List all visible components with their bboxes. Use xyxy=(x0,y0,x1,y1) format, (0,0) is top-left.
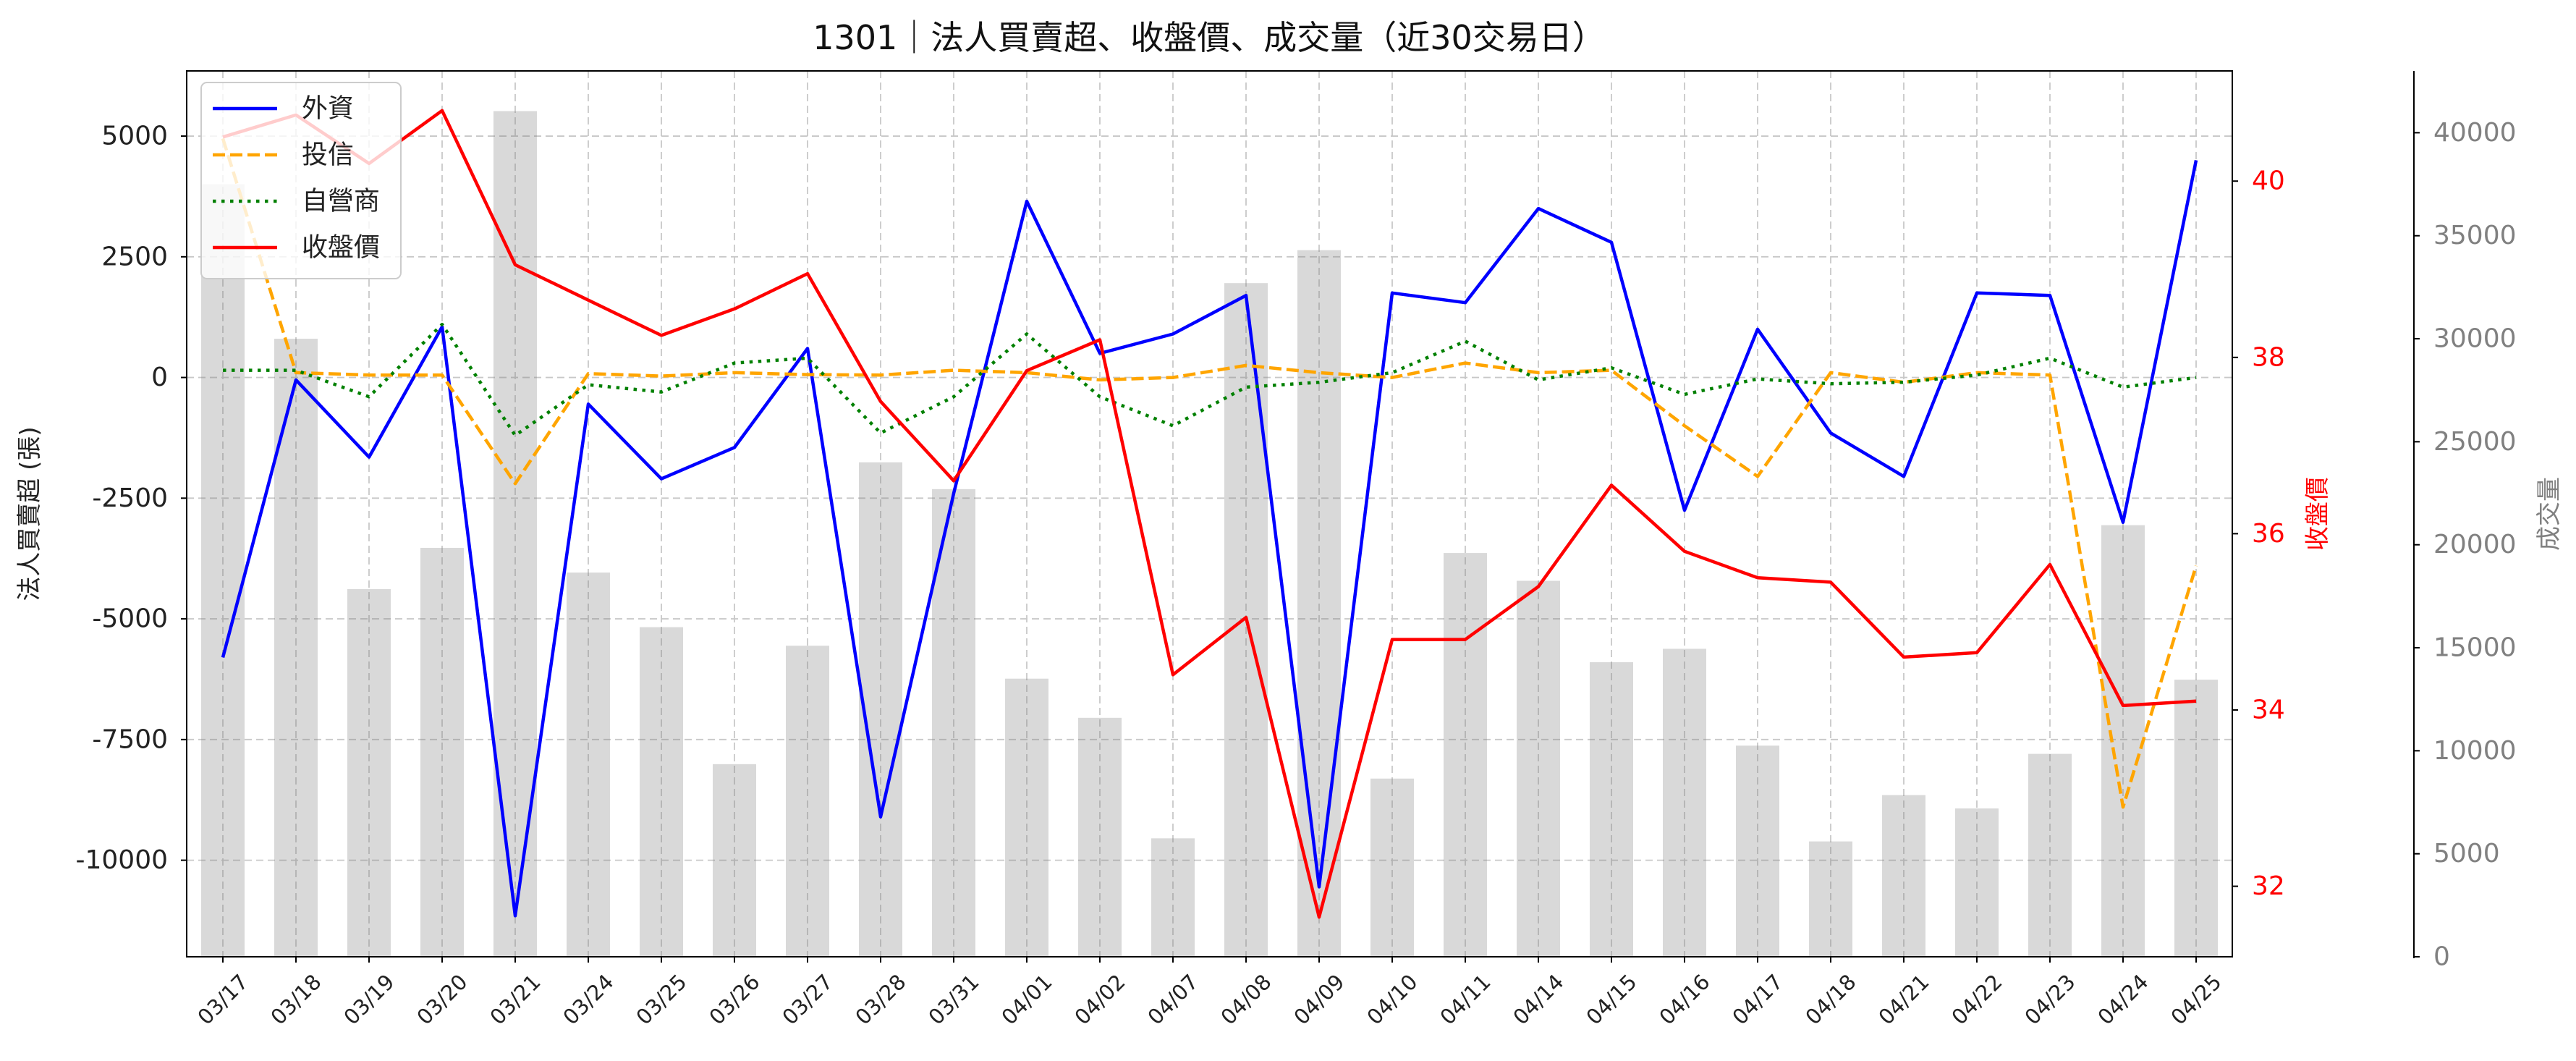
volume-bar xyxy=(1151,838,1195,957)
price-tick-label: 34 xyxy=(2252,695,2285,724)
volume-tick-label: 15000 xyxy=(2433,633,2517,663)
left-tick-label: 2500 xyxy=(101,242,168,271)
volume-bar xyxy=(1517,580,1560,957)
price-tick-label: 32 xyxy=(2252,871,2285,901)
volume-bar xyxy=(1005,678,1048,957)
volume-bar xyxy=(1444,553,1487,957)
volume-tick-label: 0 xyxy=(2433,942,2450,972)
volume-bar xyxy=(274,339,318,957)
grid-lines xyxy=(187,71,2232,957)
close-price-line xyxy=(222,109,2197,919)
volume-tick-label: 35000 xyxy=(2433,221,2517,250)
volume-bar xyxy=(2174,680,2218,957)
dealer-line xyxy=(223,322,2197,437)
legend-label: 投信 xyxy=(302,140,354,170)
price-axis: 40 38 36 34 32 xyxy=(2232,166,2285,901)
volume-axis-label: 成交量 xyxy=(2535,477,2564,551)
investment-trust-line xyxy=(221,138,2198,809)
left-axis: 5000 2500 0 -2500 -5000 -7500 -10000 xyxy=(75,122,187,875)
left-tick-label: -2500 xyxy=(92,483,168,513)
volume-bar xyxy=(420,547,464,957)
volume-bar xyxy=(932,489,975,957)
series-lines xyxy=(221,109,2198,919)
volume-bar xyxy=(1297,250,1341,958)
volume-tick-label: 25000 xyxy=(2433,427,2517,457)
volume-bar xyxy=(1882,795,1925,957)
volume-bar xyxy=(1370,778,1414,957)
volume-tick-label: 30000 xyxy=(2433,324,2517,354)
left-axis-label: 法人買賣超 (張) xyxy=(15,426,44,601)
legend-label: 外資 xyxy=(302,94,354,124)
price-tick-label: 40 xyxy=(2252,166,2285,196)
volume-tick-label: 5000 xyxy=(2433,839,2500,868)
left-tick-label: -7500 xyxy=(92,724,168,754)
volume-bar xyxy=(201,184,245,958)
plot-frame xyxy=(186,70,2233,958)
left-tick-label: -10000 xyxy=(75,845,168,875)
price-tick-label: 38 xyxy=(2252,342,2285,372)
volume-tick-label: 20000 xyxy=(2433,530,2517,559)
foreign-investor-line xyxy=(221,159,2198,918)
price-tick-label: 36 xyxy=(2252,519,2285,549)
volume-bar xyxy=(567,572,610,957)
legend-label: 自營商 xyxy=(302,187,380,216)
volume-tick-label: 10000 xyxy=(2433,736,2517,766)
volume-bar xyxy=(1663,648,1706,957)
volume-bar xyxy=(640,627,683,957)
left-tick-label: 5000 xyxy=(101,122,168,151)
price-axis-label: 收盤價 xyxy=(2303,477,2332,551)
legend-label: 收盤價 xyxy=(302,233,380,263)
volume-bar xyxy=(2028,753,2072,957)
volume-bar xyxy=(1590,661,1633,957)
left-tick-label: 0 xyxy=(151,363,168,392)
volume-bar xyxy=(347,588,391,957)
volume-bar xyxy=(786,646,829,957)
volume-bars xyxy=(201,111,2218,958)
volume-bar xyxy=(1078,717,1122,957)
left-tick-label: -5000 xyxy=(92,604,168,634)
chart-title: 1301｜法人買賣超、收盤價、成交量（近30交易日） xyxy=(813,18,1606,57)
volume-bar xyxy=(713,764,756,957)
volume-tick-label: 40000 xyxy=(2433,118,2517,148)
legend-box xyxy=(200,82,402,279)
volume-bar xyxy=(859,462,902,957)
volume-bar xyxy=(493,111,537,958)
volume-bar xyxy=(1809,841,1852,957)
volume-bar xyxy=(2101,525,2145,957)
volume-bar xyxy=(1736,745,1779,957)
volume-axis: 0 5000 10000 15000 20000 25000 30000 35000 40000 xyxy=(2413,71,2517,972)
volume-bar xyxy=(1955,808,1999,957)
